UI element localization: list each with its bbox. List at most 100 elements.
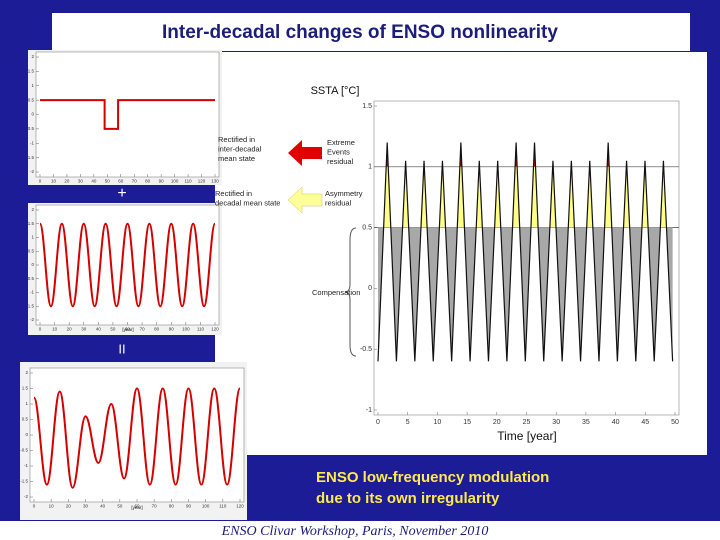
x-tick-label: 30 — [78, 179, 84, 184]
x-tick-label: 50 — [671, 419, 679, 426]
x-tick-label: 120 — [211, 327, 219, 332]
y-tick-label: 0 — [368, 285, 372, 292]
x-tick-label: 30 — [81, 327, 87, 332]
y-tick-label: 1.5 — [28, 69, 35, 74]
y-tick-label: 0.5 — [362, 224, 372, 231]
y-tick-label: 1.5 — [28, 221, 35, 226]
x-tick-label: 10 — [434, 419, 442, 426]
y-tick-label: -2 — [30, 317, 34, 322]
x-tick-label: 20 — [493, 419, 501, 426]
y-tick-label: 2 — [25, 370, 28, 375]
x-tick-label: 0 — [376, 419, 380, 426]
x-tick-label: 90 — [159, 179, 165, 184]
x-tick-label: 80 — [145, 179, 151, 184]
x-tick-label: 50 — [117, 504, 123, 509]
annotation: inter-decadal — [218, 144, 262, 153]
y-tick-label: 0 — [25, 432, 28, 437]
x-tick-label: 130 — [211, 179, 219, 184]
x-tick-label: 20 — [67, 327, 73, 332]
x-tick-label: 70 — [140, 327, 146, 332]
x-tick-label: 70 — [132, 179, 138, 184]
annotation: Rectified in — [215, 189, 252, 198]
x-tick-label: 40 — [612, 419, 620, 426]
y-tick-label: 1 — [368, 164, 372, 171]
x-tick-label: 90 — [186, 504, 192, 509]
y-tick-label: 0.5 — [28, 97, 35, 102]
y-tick-label: -1 — [24, 463, 28, 468]
y-tick-label: -0.5 — [360, 346, 372, 353]
footer-band — [0, 521, 720, 540]
y-axis-label: SSTA [°C] — [311, 85, 360, 97]
x-tick-label: 45 — [641, 419, 649, 426]
x-tick-label: 120 — [198, 179, 206, 184]
y-tick-label: -1.5 — [26, 303, 34, 308]
line-series — [377, 142, 674, 362]
y-tick-label: 1 — [31, 235, 34, 240]
x-tick-label: 80 — [169, 504, 175, 509]
x-tick-label: 50 — [110, 327, 116, 332]
y-tick-label: -0.5 — [26, 126, 34, 131]
y-tick-label: 2 — [31, 207, 34, 212]
y-tick-label: 0.5 — [28, 248, 35, 253]
y-tick-label: -2 — [30, 169, 34, 174]
annotation: Compensation — [312, 288, 360, 297]
x-tick-label: 100 — [182, 327, 190, 332]
x-axis-label: Time [year] — [497, 429, 557, 443]
y-tick-label: 2 — [31, 54, 34, 59]
annotation: Extreme — [327, 138, 355, 147]
x-axis-label: [year] — [122, 327, 133, 332]
fill-compensation — [378, 227, 673, 362]
x-tick-label: 60 — [125, 327, 131, 332]
x-tick-label: 110 — [184, 179, 192, 184]
y-tick-label: 0 — [31, 262, 34, 267]
annotation: mean state — [218, 154, 255, 163]
equals-sign: II — [118, 341, 125, 356]
y-tick-label: -0.5 — [26, 276, 34, 281]
x-tick-label: 110 — [197, 327, 205, 332]
y-tick-label: -2 — [24, 494, 28, 499]
line-series — [40, 99, 215, 130]
line-series — [33, 387, 241, 489]
y-tick-label: 0 — [31, 112, 34, 117]
x-tick-label: 0 — [33, 504, 36, 509]
y-tick-label: 0.5 — [22, 417, 29, 422]
annotation: Rectified in — [218, 135, 255, 144]
x-tick-label: 120 — [236, 504, 244, 509]
caption-line: due to its own irregularity — [316, 490, 500, 507]
compensation-brace — [344, 227, 357, 357]
x-tick-label: 30 — [83, 504, 89, 509]
x-tick-label: 40 — [100, 504, 106, 509]
y-tick-label: -1 — [366, 407, 372, 414]
x-tick-label: 50 — [105, 179, 111, 184]
x-tick-label: 5 — [406, 419, 410, 426]
y-tick-label: 1.5 — [362, 103, 372, 110]
x-tick-label: 90 — [169, 327, 175, 332]
x-tick-label: 80 — [154, 327, 160, 332]
x-tick-label: 60 — [134, 504, 140, 509]
x-tick-label: 40 — [96, 327, 102, 332]
y-tick-label: -0.5 — [20, 448, 28, 453]
y-tick-label: -1.5 — [20, 479, 28, 484]
x-tick-label: 0 — [39, 179, 42, 184]
x-tick-label: 60 — [118, 179, 124, 184]
caption-line: ENSO low-frequency modulation — [316, 469, 549, 486]
x-tick-label: 10 — [49, 504, 55, 509]
arrow-asymmetry — [287, 186, 323, 214]
x-tick-label: 30 — [552, 419, 560, 426]
y-tick-label: 1.5 — [22, 386, 29, 391]
x-tick-label: 20 — [64, 179, 70, 184]
x-tick-label: 15 — [463, 419, 471, 426]
annotation: Asymmetry — [325, 189, 363, 198]
plus-sign: + — [117, 185, 126, 202]
x-tick-label: 35 — [582, 419, 590, 426]
x-tick-label: 40 — [91, 179, 97, 184]
x-tick-label: 20 — [66, 504, 72, 509]
y-tick-label: -1 — [30, 140, 34, 145]
x-tick-label: 100 — [202, 504, 210, 509]
x-tick-label: 10 — [51, 179, 57, 184]
annotation: residual — [325, 198, 352, 207]
x-tick-label: 0 — [39, 327, 42, 332]
annotation: Events — [327, 147, 350, 156]
line-series — [39, 222, 216, 308]
